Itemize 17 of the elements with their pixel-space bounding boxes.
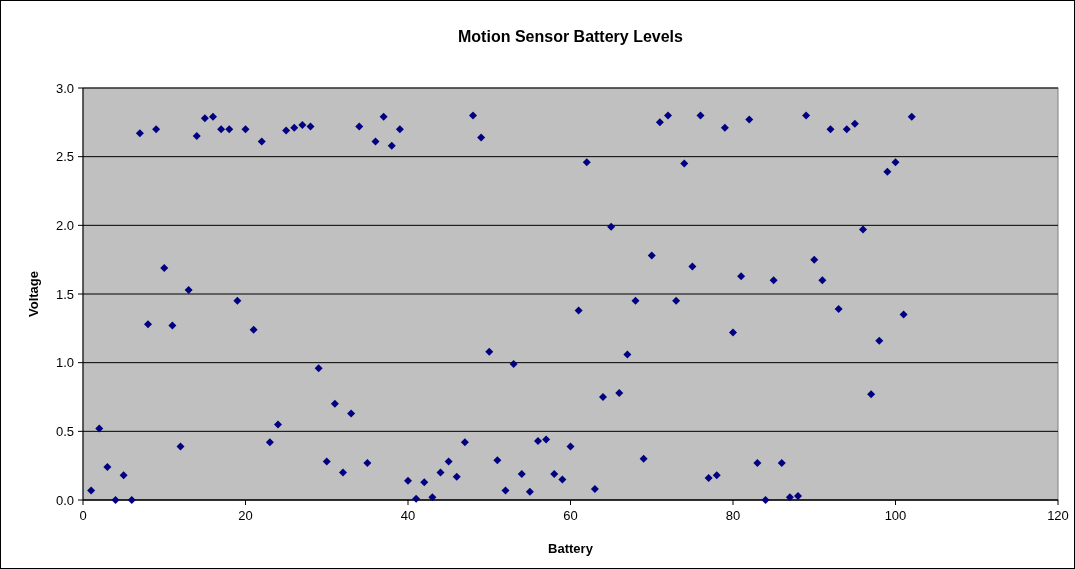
- x-tick-label: 0: [79, 508, 87, 523]
- x-tick-label: 60: [563, 508, 578, 523]
- y-tick-label: 3.0: [55, 80, 74, 96]
- y-tick-label: 2.5: [55, 149, 74, 165]
- x-tick-label: 80: [725, 508, 741, 523]
- x-tick-label: 100: [884, 508, 907, 523]
- y-axis-title: Voltage: [26, 271, 41, 317]
- y-tick-label: 1.0: [55, 355, 74, 371]
- x-tick-label: 20: [238, 508, 253, 523]
- chart-title: Motion Sensor Battery Levels: [458, 28, 684, 45]
- y-tick-label: 0.5: [55, 423, 74, 439]
- x-tick-label: 120: [1047, 508, 1069, 523]
- x-tick-label: 40: [400, 508, 416, 523]
- y-tick-label: 2.0: [55, 217, 74, 233]
- y-tick-label: 1.5: [55, 286, 74, 302]
- y-tick-label: 0.0: [55, 492, 74, 508]
- x-axis-title: Battery: [548, 541, 594, 556]
